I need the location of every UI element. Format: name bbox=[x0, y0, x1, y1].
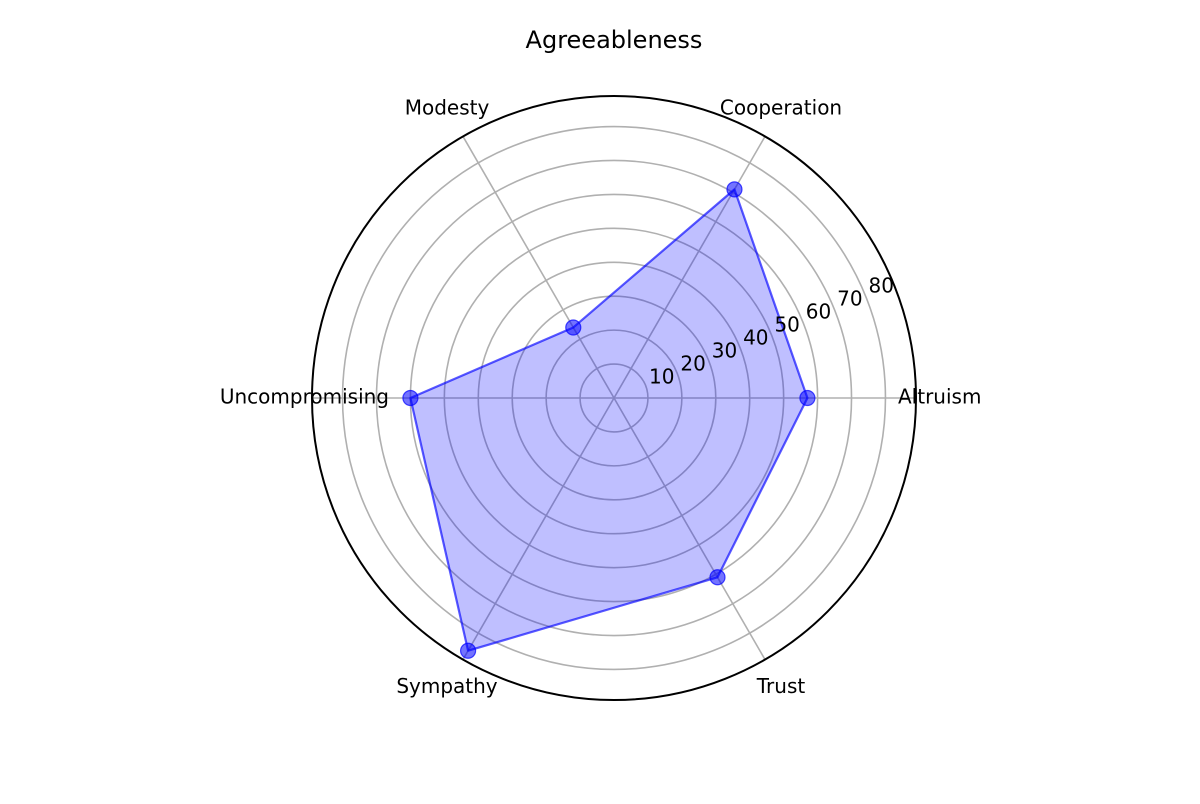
tick-label-70: 70 bbox=[837, 287, 862, 311]
data-point-sympathy bbox=[459, 642, 477, 659]
polar-spine bbox=[311, 95, 917, 701]
category-label-uncompromising: Uncompromising bbox=[220, 385, 389, 409]
series-layer bbox=[402, 181, 816, 659]
tick-label-10: 10 bbox=[649, 364, 674, 388]
tick-label-30: 30 bbox=[712, 339, 737, 363]
chart-title: Agreeableness bbox=[526, 26, 703, 54]
data-point-uncompromising bbox=[402, 389, 419, 407]
tick-label-40: 40 bbox=[743, 326, 768, 350]
category-label-modesty: Modesty bbox=[405, 95, 490, 119]
spoke-trust bbox=[613, 397, 766, 660]
category-label-sympathy: Sympathy bbox=[396, 674, 497, 698]
tick-label-60: 60 bbox=[806, 300, 831, 324]
category-labels: Altruism Cooperation Modesty Uncompromising… bbox=[220, 95, 982, 698]
spoke-modesty bbox=[462, 136, 615, 399]
data-point-cooperation bbox=[726, 181, 743, 198]
spoke-sympathy bbox=[462, 397, 615, 660]
series-0-area bbox=[410, 189, 808, 651]
data-point-altruism bbox=[799, 389, 816, 407]
spoke-cooperation bbox=[613, 136, 766, 399]
category-label-trust: Trust bbox=[756, 674, 806, 698]
data-point-trust bbox=[709, 569, 726, 586]
tick-label-20: 20 bbox=[680, 352, 705, 376]
category-label-altruism: Altruism bbox=[898, 385, 981, 409]
category-label-cooperation: Cooperation bbox=[720, 95, 842, 119]
data-point-modesty bbox=[565, 319, 582, 336]
tick-label-50: 50 bbox=[774, 313, 799, 337]
angular-gridlines bbox=[312, 136, 916, 660]
tick-label-80: 80 bbox=[868, 274, 893, 298]
